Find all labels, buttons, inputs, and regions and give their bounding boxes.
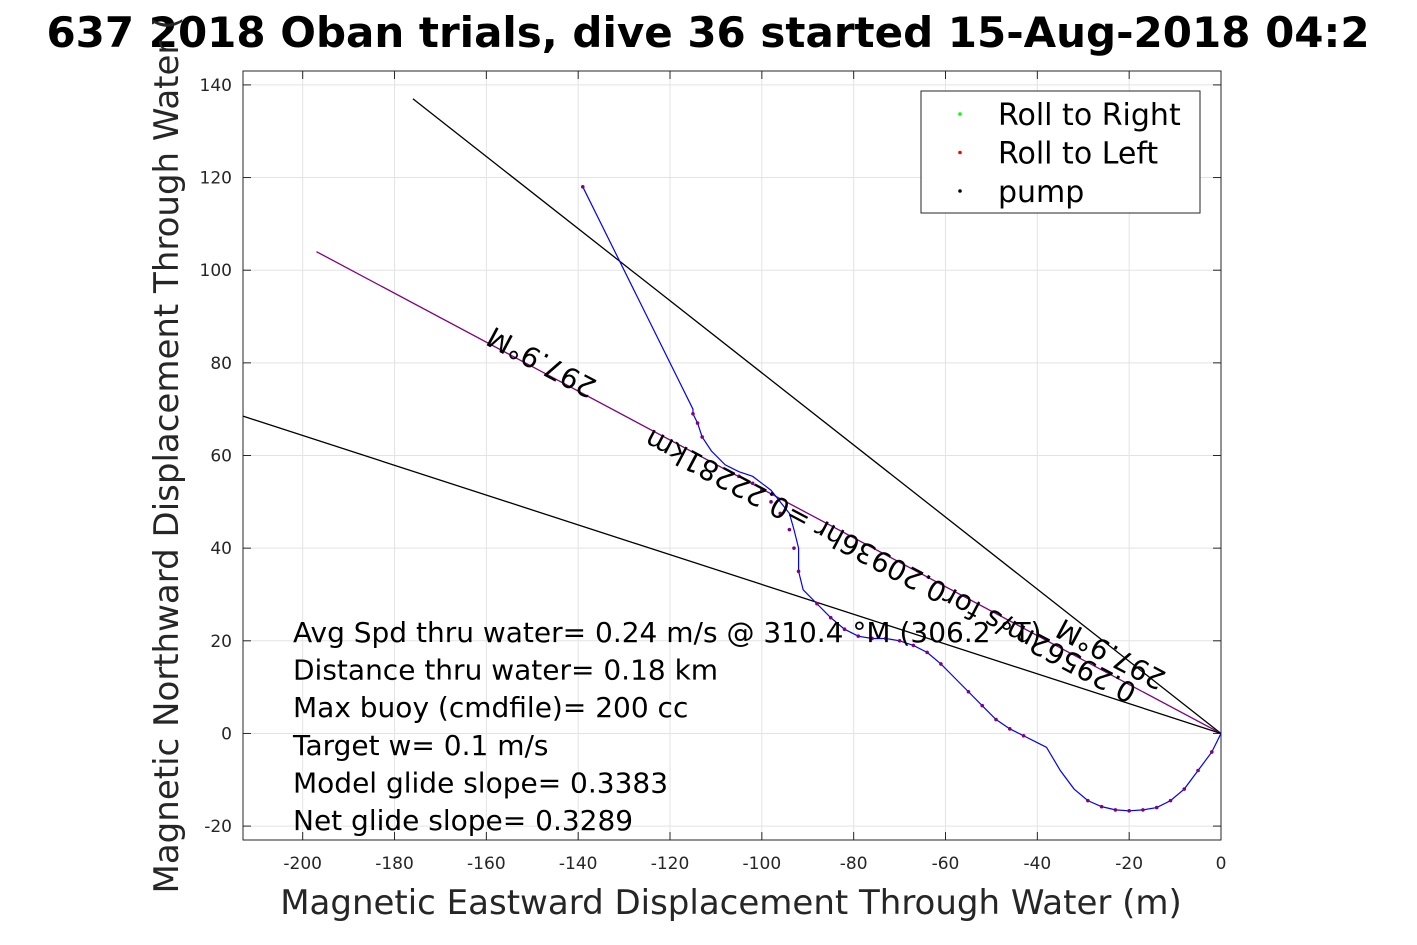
y-tick-label: 40 xyxy=(210,539,232,559)
stats-box: Avg Spd thru water= 0.24 m/s @ 310.4 °M … xyxy=(292,616,1041,837)
x-tick-label: -120 xyxy=(651,854,690,874)
track-point xyxy=(760,488,764,493)
legend-label: Roll to Left xyxy=(998,137,1158,172)
line-lower xyxy=(242,415,1222,735)
stat-line: Model glide slope= 0.3383 xyxy=(293,766,668,799)
x-tick-label: -60 xyxy=(932,854,960,874)
track-point xyxy=(1141,808,1145,812)
track-point xyxy=(897,639,902,643)
track-point xyxy=(769,500,773,504)
ticks-layer: -200 -180 -160 -140 -120 -100 -80 -60 -40 -20 0-20… xyxy=(200,71,1227,874)
x-tick-label: -180 xyxy=(375,854,414,874)
track-point xyxy=(911,643,916,648)
track-point xyxy=(1168,798,1173,803)
series-layer xyxy=(580,185,1222,813)
y-tick-label: 20 xyxy=(210,632,232,652)
track-point xyxy=(1086,798,1090,803)
track-point xyxy=(796,569,801,574)
track-point xyxy=(856,634,861,638)
track-point xyxy=(792,546,796,550)
x-tick-label: 0 xyxy=(1216,854,1227,874)
x-tick-label: -40 xyxy=(1023,854,1051,874)
track-point xyxy=(1182,787,1187,791)
x-tick-label: -140 xyxy=(559,854,598,874)
track-point xyxy=(778,511,783,516)
y-tick-label: 60 xyxy=(210,447,232,467)
track-point xyxy=(787,527,792,532)
track-point xyxy=(966,689,971,694)
stat-line: Net glide slope= 0.3289 xyxy=(293,804,633,837)
track-point xyxy=(691,412,695,416)
stat-line: Avg Spd thru water= 0.24 m/s @ 310.4 °M … xyxy=(293,616,1041,649)
track-point xyxy=(939,662,943,666)
track-point xyxy=(994,717,998,722)
track-point xyxy=(695,421,700,425)
x-tick-label: -100 xyxy=(743,854,782,874)
track-point xyxy=(1021,733,1026,738)
legend-label: pump xyxy=(998,175,1084,210)
track-point xyxy=(884,636,888,641)
track-point xyxy=(842,627,847,632)
x-tick-label: -20 xyxy=(1115,854,1143,874)
line-mean-heading xyxy=(316,251,1222,735)
stat-line: Distance thru water= 0.18 km xyxy=(293,654,718,687)
y-axis-label: Magnetic Northward Displacement Through … xyxy=(147,17,187,894)
legend-marker xyxy=(958,112,962,116)
track-point xyxy=(815,601,819,606)
x-tick-label: -80 xyxy=(840,854,868,874)
x-tick-label: -160 xyxy=(467,854,506,874)
stat-line: Max buoy (cmdfile)= 200 cc xyxy=(293,691,688,724)
legend-box xyxy=(920,90,1201,214)
track-point xyxy=(1113,808,1118,812)
y-tick-label: 120 xyxy=(200,169,232,189)
track-point xyxy=(980,703,985,708)
stat-line: Target w= 0.1 m/s xyxy=(292,729,549,762)
line-to-upper xyxy=(412,98,1222,734)
track-point xyxy=(1210,750,1214,754)
track-point xyxy=(1196,768,1200,773)
reference-lines xyxy=(242,98,1222,735)
track-point xyxy=(828,615,833,620)
track-point xyxy=(1099,804,1104,809)
legend-marker xyxy=(958,150,962,155)
legend-marker xyxy=(958,189,962,193)
track-point xyxy=(870,636,874,641)
x-tick-label: -200 xyxy=(283,854,322,874)
track-point xyxy=(700,435,704,439)
y-tick-label: 100 xyxy=(200,261,232,281)
track-point xyxy=(1007,727,1012,731)
y-tick-label: -20 xyxy=(204,817,232,837)
track-point xyxy=(737,474,741,479)
track-point xyxy=(925,650,929,655)
chart-title: 637 2018 Oban trials, dive 36 started 15… xyxy=(46,8,1369,57)
track-point xyxy=(750,481,755,486)
x-axis-label: Magnetic Eastward Displacement Through W… xyxy=(280,883,1182,923)
annotations: 297.9°M0.29562m/s for0.20936hr =0.22281k… xyxy=(482,320,1171,710)
legend-label: Roll to Right xyxy=(998,98,1181,133)
heading-annotation: 297.9°M xyxy=(482,320,602,405)
y-tick-label: 140 xyxy=(200,76,232,96)
track-point xyxy=(580,185,585,189)
track-point xyxy=(1154,805,1159,810)
track-point xyxy=(1127,809,1131,813)
y-tick-label: 80 xyxy=(210,354,232,374)
y-tick-label: 0 xyxy=(221,724,232,744)
